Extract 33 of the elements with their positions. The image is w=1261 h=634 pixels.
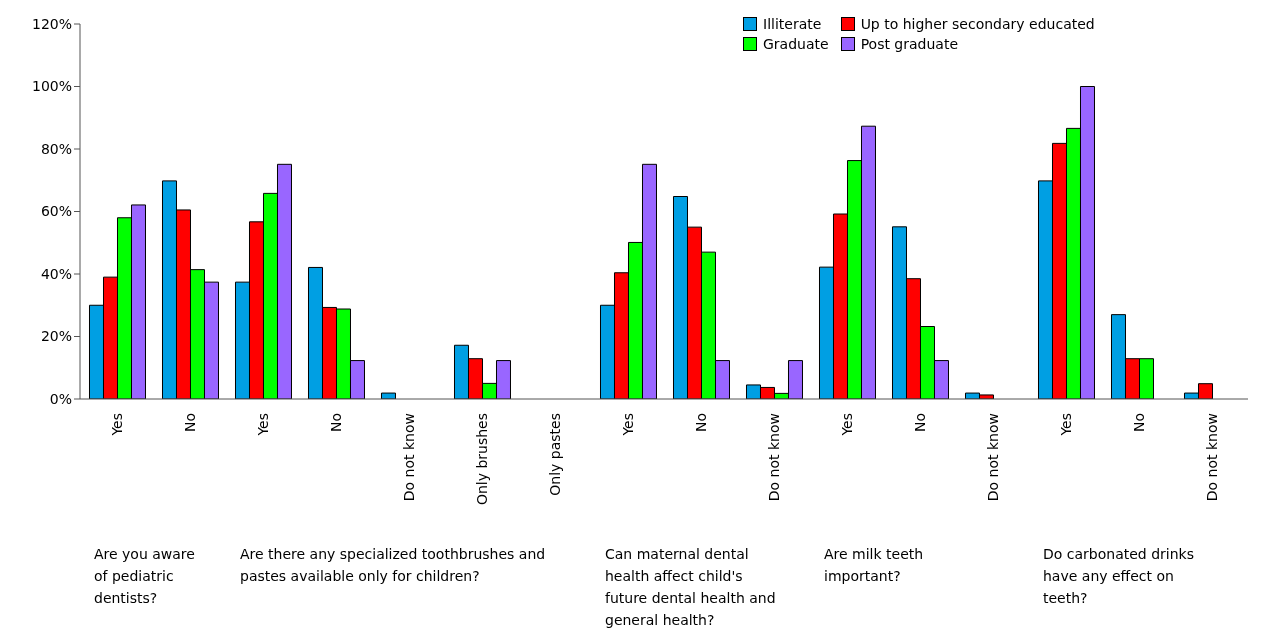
- legend-label: Illiterate: [763, 16, 822, 32]
- legend-label: Up to higher secondary educated: [860, 16, 1095, 32]
- y-tick-label: 20%: [40, 328, 72, 345]
- y-tick-label: 100%: [31, 78, 72, 95]
- x-tick-label: Do not know: [1203, 413, 1220, 502]
- x-tick-label: No: [692, 413, 709, 433]
- y-tick-label: 40%: [40, 265, 72, 282]
- x-tick-label: No: [911, 413, 928, 433]
- legend-label: Graduate: [763, 36, 829, 52]
- y-tick-label: 120%: [31, 15, 72, 32]
- x-tick-label: No: [327, 413, 344, 433]
- text: Are milk teeth important?: [824, 545, 925, 586]
- x-tick-label: No: [181, 413, 198, 433]
- x-tick-label: Do not know: [765, 413, 782, 502]
- text: Can maternal dental health affect child's future dental health and general health?: [605, 545, 777, 630]
- y-tick-label: 80%: [40, 140, 72, 157]
- x-tick-label: Yes: [838, 413, 855, 437]
- text: Are you aware of pediatric dentists?: [94, 545, 196, 608]
- bar: [380, 392, 396, 399]
- x-tick-label: No: [1130, 413, 1147, 433]
- x-tick-label: Only pastes: [546, 413, 563, 496]
- x-tick-label: Only brushes: [473, 413, 490, 506]
- y-tick-label: 0%: [49, 390, 72, 407]
- y-tick-label: 60%: [40, 203, 72, 220]
- x-tick-label: Yes: [619, 413, 636, 437]
- text: Do carbonated drinks have any effect on teeth?: [1043, 545, 1195, 608]
- x-tick-label: Yes: [254, 413, 271, 437]
- x-tick-label: Yes: [1057, 413, 1074, 437]
- x-tick-label: Yes: [108, 413, 125, 437]
- text: Are there any specialized toothbrushes and pastes available only for children?: [240, 545, 547, 586]
- x-tick-label: Do not know: [984, 413, 1001, 502]
- x-tick-label: Do not know: [400, 413, 417, 502]
- legend-label: Post graduate: [860, 36, 959, 52]
